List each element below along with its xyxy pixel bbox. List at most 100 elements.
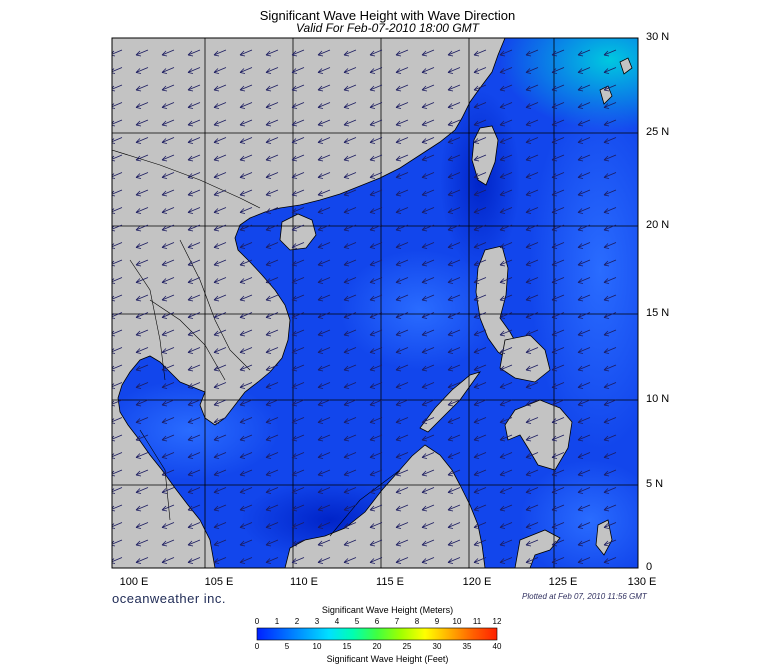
wave-direction-arrow — [421, 259, 435, 267]
wave-direction-arrow — [213, 102, 227, 109]
wave-zone-high-southeast — [520, 460, 638, 568]
wave-direction-arrow — [239, 487, 253, 494]
wave-direction-arrow — [473, 364, 487, 372]
wave-direction-arrow — [395, 522, 409, 529]
wave-direction-arrow — [239, 67, 253, 74]
wave-direction-arrow — [551, 504, 565, 512]
wave-direction-arrow — [369, 172, 383, 179]
wave-direction-arrow — [395, 119, 409, 127]
wave-direction-arrow — [343, 522, 357, 529]
wave-direction-arrow — [577, 224, 591, 232]
wave-direction-arrow — [343, 259, 357, 267]
wave-direction-arrow — [187, 242, 201, 249]
wave-direction-arrow — [135, 434, 149, 442]
wave-direction-arrow — [473, 137, 487, 144]
wave-direction-arrow — [551, 137, 565, 144]
wave-direction-arrow — [421, 504, 435, 512]
colorbar-feet-tick: 15 — [342, 642, 352, 651]
wave-direction-arrow — [239, 364, 253, 372]
wave-direction-arrow — [525, 224, 539, 232]
wave-direction-arrow — [187, 469, 201, 477]
wave-direction-arrow — [317, 137, 331, 144]
wave-direction-arrow — [291, 84, 305, 92]
wave-zone-mid-gulf — [112, 380, 280, 480]
wave-direction-arrow — [265, 487, 279, 494]
land-halmahera — [595, 519, 613, 556]
wave-direction-arrow — [395, 364, 409, 372]
wave-direction-arrow — [291, 67, 305, 74]
wave-direction-arrow — [421, 137, 435, 144]
wave-direction-arrow — [135, 329, 149, 337]
wave-direction-arrow — [213, 172, 227, 179]
wave-direction-arrow — [603, 102, 617, 109]
wave-direction-arrow — [421, 557, 435, 564]
wave-direction-arrow — [265, 189, 279, 197]
wave-direction-arrow — [577, 522, 591, 529]
wave-direction-arrow — [369, 277, 383, 284]
wave-direction-arrow — [369, 84, 383, 92]
wave-direction-arrow — [551, 557, 565, 564]
wave-direction-arrow — [395, 312, 409, 319]
wave-direction-arrow — [525, 347, 539, 354]
wave-direction-arrow — [603, 207, 617, 214]
wave-direction-arrow — [577, 434, 591, 442]
wave-direction-arrow — [395, 259, 409, 267]
wave-direction-arrow — [577, 49, 591, 57]
wave-direction-arrow — [161, 49, 175, 57]
wave-direction-arrow — [187, 189, 201, 197]
wave-direction-arrow — [551, 119, 565, 127]
colorbar-meter-tick: 2 — [294, 617, 300, 626]
wave-direction-arrow — [447, 49, 461, 57]
wave-direction-arrow — [369, 329, 383, 337]
wave-direction-arrow — [525, 137, 539, 144]
wave-direction-arrow — [161, 312, 175, 319]
wave-direction-arrow — [421, 522, 435, 529]
colorbar-feet-tick: 0 — [254, 642, 260, 651]
wave-direction-arrow — [161, 522, 175, 529]
wave-direction-arrow — [577, 119, 591, 127]
wave-direction-arrow — [551, 172, 565, 179]
wave-direction-arrow — [135, 102, 149, 109]
wave-direction-arrow — [161, 154, 175, 162]
wave-direction-arrow — [291, 452, 305, 459]
wave-direction-arrow — [421, 347, 435, 354]
wave-direction-arrow — [265, 504, 279, 512]
wave-direction-arrow — [525, 84, 539, 92]
wave-direction-arrow — [291, 434, 305, 442]
wave-direction-arrow — [577, 504, 591, 512]
land-sulawesi — [514, 529, 561, 568]
wave-direction-arrow — [291, 399, 305, 407]
wave-direction-arrow — [317, 504, 331, 512]
wave-direction-arrow — [499, 364, 513, 372]
wave-direction-arrow — [421, 119, 435, 127]
wave-direction-arrow — [369, 469, 383, 477]
wave-direction-arrow — [499, 67, 513, 74]
wave-direction-arrow — [551, 347, 565, 354]
wave-direction-arrow — [499, 102, 513, 109]
wave-direction-arrow — [291, 504, 305, 512]
wave-direction-arrow — [551, 224, 565, 232]
wave-direction-arrow — [499, 294, 513, 302]
wave-direction-arrow — [239, 224, 253, 232]
wave-direction-arrow — [525, 242, 539, 249]
wave-direction-arrow — [421, 399, 435, 407]
wave-direction-arrow — [161, 382, 175, 389]
wave-direction-arrow — [161, 102, 175, 109]
wave-direction-arrow — [213, 259, 227, 267]
wave-direction-arrow — [499, 242, 513, 249]
wave-direction-arrow — [343, 504, 357, 512]
map-frame — [111, 37, 639, 569]
wave-direction-arrow — [213, 504, 227, 512]
wave-direction-arrow — [447, 224, 461, 232]
wave-direction-arrow — [161, 172, 175, 179]
wave-direction-arrow — [369, 364, 383, 372]
wave-direction-arrow — [551, 312, 565, 319]
wave-direction-arrow — [265, 49, 279, 57]
wave-direction-arrow — [265, 347, 279, 354]
wave-direction-arrow — [291, 294, 305, 302]
wave-direction-arrow — [551, 539, 565, 547]
wave-direction-arrow — [369, 67, 383, 74]
wave-direction-arrow — [187, 399, 201, 407]
wave-direction-arrow — [499, 119, 513, 127]
